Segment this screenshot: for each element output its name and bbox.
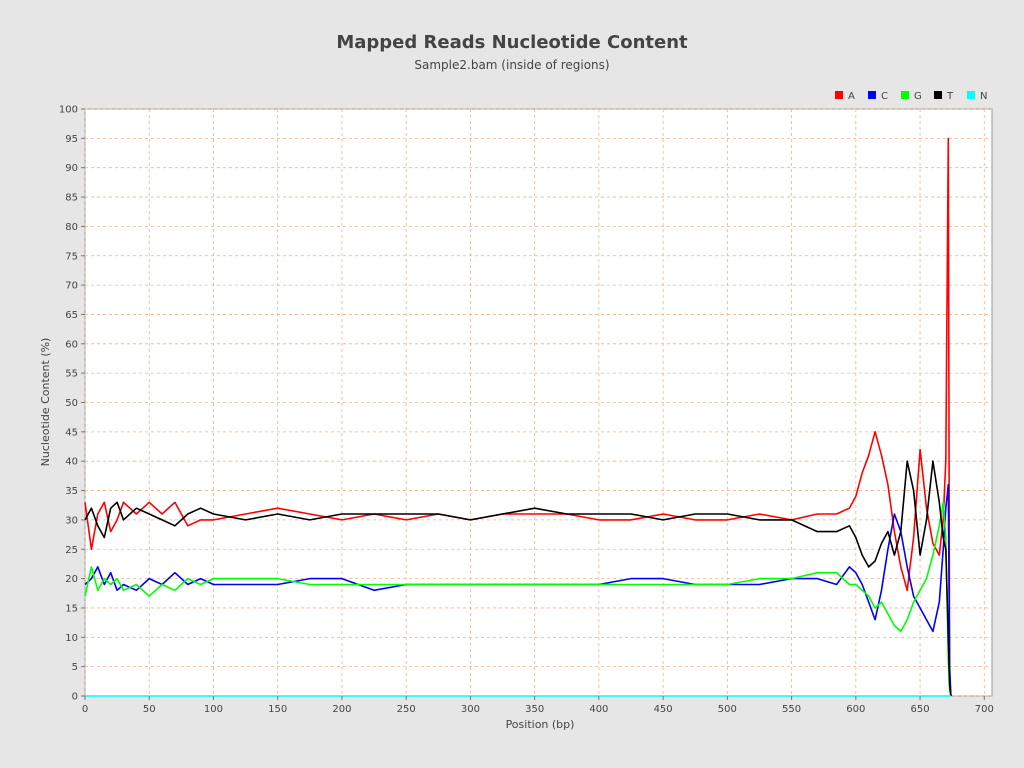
y-tick-label: 55 <box>65 369 78 380</box>
x-tick-label: 400 <box>589 704 608 715</box>
legend-swatch-a <box>835 91 843 99</box>
legend-swatch-g <box>901 91 909 99</box>
x-tick-label: 50 <box>143 704 156 715</box>
y-tick-label: 45 <box>65 427 78 438</box>
x-tick-label: 350 <box>525 704 544 715</box>
x-tick-label: 200 <box>332 704 351 715</box>
y-axis-label: Nucleotide Content (%) <box>39 338 52 467</box>
y-tick-label: 50 <box>65 398 78 409</box>
y-tick-label: 85 <box>65 193 78 204</box>
y-tick-label: 40 <box>65 457 78 468</box>
x-tick-label: 100 <box>204 704 223 715</box>
y-tick-label: 30 <box>65 515 78 526</box>
series-layer <box>84 137 952 697</box>
x-tick-label: 250 <box>397 704 416 715</box>
series-line-g <box>84 501 952 697</box>
x-tick-label: 500 <box>718 704 737 715</box>
legend-label-c: C <box>881 91 888 102</box>
x-tick-label: 450 <box>654 704 673 715</box>
legend-swatch-n <box>967 91 975 99</box>
y-tick-label: 5 <box>72 662 78 673</box>
y-tick-label: 65 <box>65 310 78 321</box>
y-tick-label: 95 <box>65 134 78 145</box>
legend-label-a: A <box>848 91 855 102</box>
legend-swatch-t <box>934 91 942 99</box>
x-tick-label: 650 <box>911 704 930 715</box>
legend-label-g: G <box>914 91 922 102</box>
y-tick-label: 60 <box>65 339 78 350</box>
x-tick-label: 0 <box>82 704 88 715</box>
series-line-t <box>84 460 952 697</box>
legend-swatch-c <box>868 91 876 99</box>
series-line-c <box>84 483 952 697</box>
x-tick-label: 550 <box>782 704 801 715</box>
chart-subtitle: Sample2.bam (inside of regions) <box>414 58 609 72</box>
y-tick-label: 25 <box>65 545 78 556</box>
x-tick-label: 300 <box>461 704 480 715</box>
x-tick-label: 700 <box>975 704 994 715</box>
axis-layer: 0 5 10 15 20 25 30 35 40 45 50 55 60 65 70 75 80 85 90 95 10… <box>59 105 994 716</box>
y-tick-label: 80 <box>65 222 78 233</box>
legend-label-n: N <box>980 91 987 102</box>
y-tick-label: 90 <box>65 163 78 174</box>
y-tick-label: 0 <box>72 692 78 703</box>
chart-title: Mapped Reads Nucleotide Content <box>336 32 688 53</box>
y-tick-label: 10 <box>65 633 78 644</box>
y-tick-label: 15 <box>65 603 78 614</box>
legend-label-t: T <box>946 91 954 102</box>
y-tick-label: 75 <box>65 251 78 262</box>
y-tick-label: 20 <box>65 574 78 585</box>
y-tick-label: 35 <box>65 486 78 497</box>
y-tick-label: 100 <box>59 105 78 116</box>
x-tick-label: 600 <box>846 704 865 715</box>
x-axis-label: Position (bp) <box>506 718 575 731</box>
x-tick-label: 150 <box>268 704 287 715</box>
y-tick-label: 70 <box>65 281 78 292</box>
